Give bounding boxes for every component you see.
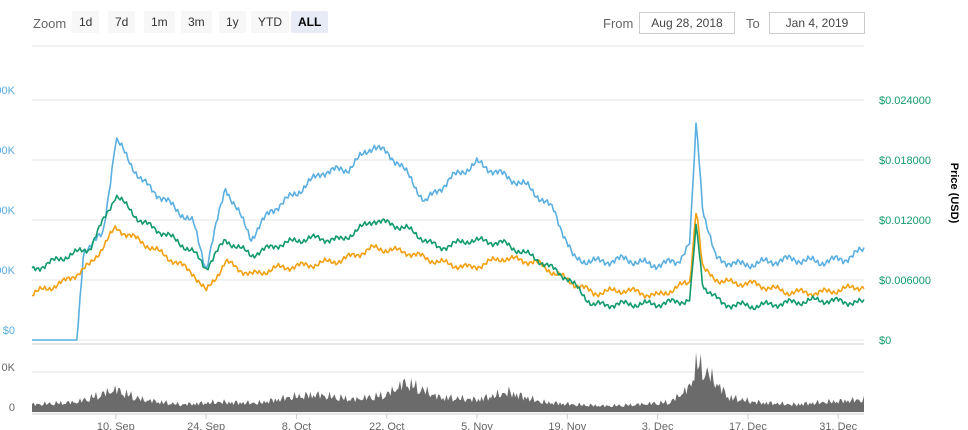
x-axis-tick-label: 31. Dec	[819, 421, 857, 430]
x-axis-tick-label: 24. Sep	[187, 421, 225, 430]
zoom-label: Zoom	[33, 16, 67, 31]
x-axis-tick-label: 19. Nov	[548, 421, 586, 430]
right-axis-tick-label: $0.018000	[879, 155, 931, 167]
x-axis-tick-label: 3. Dec	[642, 421, 674, 430]
price_usd-series-line	[31, 212, 865, 299]
right-axis-tick-label: $0	[879, 335, 891, 347]
price_alt-series-line	[31, 194, 865, 311]
right-axis-tick-label: $0.024000	[879, 95, 931, 107]
series-layer	[31, 122, 865, 341]
left-axis-tick-label: 00K	[0, 265, 16, 277]
x-axis-tick-label: 5. Nov	[461, 421, 493, 430]
left-axis-tick-label: 00K	[0, 145, 16, 157]
left-axis-tick-label: 00K	[0, 205, 16, 217]
zoom-ytd-button[interactable]: YTD	[251, 11, 289, 33]
left-axis-tick-label: 00K	[0, 85, 16, 97]
zoom-7d-button[interactable]: 7d	[108, 11, 136, 33]
x-axis-tick-label: 10. Sep	[97, 421, 135, 430]
x-axis-tick-label: 8. Oct	[282, 421, 311, 430]
x-axis-tick-label: 22. Oct	[369, 421, 404, 430]
volume-axis-tick-label: 0K	[2, 362, 16, 374]
volume-area	[32, 352, 864, 412]
zoom-all-button[interactable]: ALL	[291, 11, 329, 33]
zoom-1m-button[interactable]: 1m	[144, 11, 175, 33]
right-axis-tick-label: $0.012000	[879, 215, 931, 227]
zoom-3m-button[interactable]: 3m	[181, 11, 212, 33]
left-axis-tick-label: $0	[3, 325, 15, 337]
volume-layer	[32, 352, 864, 412]
axes-layer: $0$0$0.00600000K$0.01200000K$0.01800000K…	[0, 85, 931, 430]
market_cap-series-line	[32, 122, 865, 341]
to-date-input[interactable]: Jan 4, 2019	[769, 12, 865, 34]
range-selector-toolbar: Zoom 1d 7d 1m 3m 1y YTD ALL From Aug 28,…	[0, 0, 968, 46]
right-axis-title: Price (USD)	[948, 163, 960, 224]
volume-axis-tick-label: 0	[9, 402, 15, 414]
from-label: From	[603, 16, 634, 31]
zoom-1d-button[interactable]: 1d	[72, 11, 100, 33]
right-axis-tick-label: $0.006000	[879, 275, 931, 287]
x-axis-tick-label: 17. Dec	[729, 421, 767, 430]
from-date-input[interactable]: Aug 28, 2018	[639, 12, 735, 34]
zoom-1y-button[interactable]: 1y	[219, 11, 246, 33]
to-label: To	[746, 16, 760, 31]
grid	[32, 99, 864, 415]
